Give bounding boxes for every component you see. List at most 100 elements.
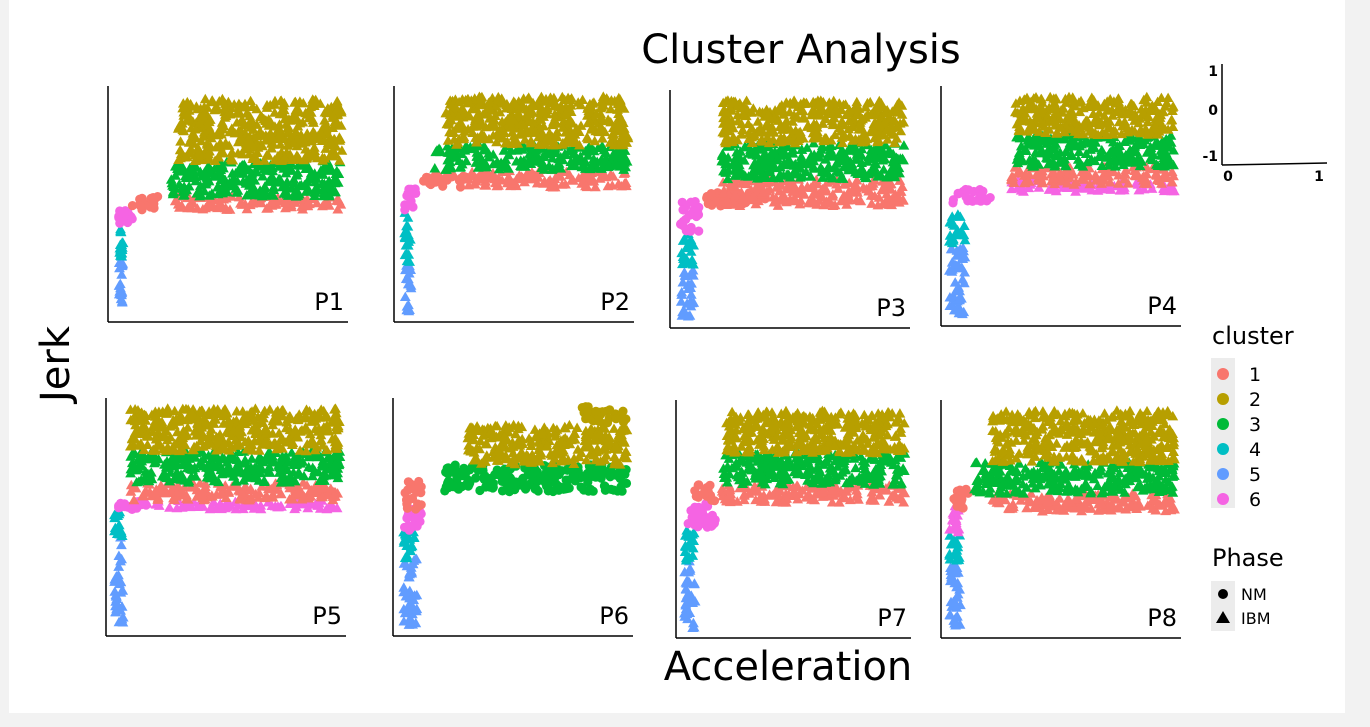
point-triangle (167, 188, 179, 199)
point-triangle (273, 467, 285, 477)
point-triangle (183, 458, 195, 468)
point-triangle (401, 220, 412, 231)
point-triangle (218, 418, 229, 428)
point-triangle (1048, 166, 1059, 177)
point-triangle (744, 148, 755, 158)
point-triangle (281, 417, 293, 427)
point-triangle (325, 137, 337, 147)
point-triangle (307, 438, 319, 449)
point-triangle (245, 483, 257, 493)
point-triangle (301, 176, 313, 186)
point-triangle (403, 236, 414, 246)
point-triangle (757, 169, 769, 179)
panel-p6: P6 (392, 398, 633, 637)
point-triangle (515, 160, 526, 170)
point-triangle (595, 123, 606, 134)
point-triangle (576, 161, 588, 172)
point-triangle (229, 127, 241, 138)
point-triangle (892, 192, 904, 202)
point-triangle (1107, 110, 1119, 120)
point-triangle (115, 555, 126, 566)
point-triangle (525, 142, 537, 153)
point-triangle (197, 203, 209, 214)
point-triangle (117, 258, 129, 268)
point-circle (120, 502, 130, 512)
point-triangle (251, 119, 263, 129)
point-triangle (854, 119, 866, 129)
point-triangle (560, 127, 571, 137)
point-triangle (287, 494, 298, 504)
point-triangle (812, 100, 824, 110)
point-triangle (796, 154, 807, 164)
point-circle (707, 200, 717, 210)
point-circle (400, 522, 410, 532)
point-triangle (250, 471, 262, 481)
point-triangle (509, 97, 521, 108)
point-triangle (288, 138, 300, 148)
point-triangle (1048, 140, 1060, 150)
point-triangle (807, 96, 819, 107)
point-triangle (1087, 101, 1099, 111)
point-triangle (592, 163, 604, 173)
point-circle (605, 472, 615, 482)
point-triangle (399, 227, 410, 238)
point-triangle (823, 162, 835, 173)
point-triangle (253, 487, 265, 498)
point-triangle (307, 114, 319, 125)
point-triangle (153, 407, 165, 417)
point-triangle (851, 109, 862, 120)
point-triangle (330, 149, 342, 159)
point-triangle (596, 142, 608, 153)
point-triangle (843, 161, 855, 171)
point-triangle (1120, 169, 1131, 179)
point-triangle (137, 449, 149, 459)
point-triangle (1103, 166, 1115, 176)
point-triangle (600, 171, 612, 182)
point-triangle (252, 424, 264, 434)
point-triangle (787, 186, 798, 196)
point-triangle (1032, 169, 1043, 180)
point-triangle (1084, 178, 1096, 189)
point-triangle (475, 152, 487, 162)
point-circle (977, 190, 987, 200)
point-triangle (440, 107, 452, 117)
point-triangle (792, 135, 804, 145)
point-triangle (1093, 107, 1105, 117)
point-triangle (219, 438, 230, 448)
point-triangle (319, 480, 330, 490)
point-triangle (820, 113, 832, 123)
p2-cluster-2-points (440, 91, 634, 150)
point-triangle (839, 150, 851, 161)
point-triangle (1147, 154, 1158, 165)
point-triangle (480, 159, 492, 169)
point-triangle (1112, 105, 1124, 115)
point-triangle (589, 135, 601, 146)
point-triangle (214, 124, 225, 135)
p3-cluster-2-points (717, 95, 909, 148)
p1-cluster-1-points (127, 192, 163, 215)
point-triangle (537, 157, 548, 167)
point-triangle (526, 155, 538, 165)
point-triangle (575, 99, 587, 110)
point-triangle (549, 97, 561, 107)
point-triangle (551, 118, 563, 128)
point-triangle (169, 420, 180, 430)
point-triangle (453, 123, 464, 133)
point-triangle (1133, 117, 1145, 128)
point-triangle (306, 499, 318, 509)
point-triangle (1139, 174, 1150, 184)
point-triangle (1151, 170, 1163, 180)
point-triangle (472, 162, 484, 172)
point-triangle (289, 424, 301, 434)
point-triangle (267, 190, 279, 200)
point-triangle (688, 259, 699, 269)
point-triangle (1112, 147, 1124, 157)
point-triangle (262, 464, 274, 474)
point-triangle (235, 494, 247, 504)
point-triangle (309, 176, 321, 187)
panel-label: P4 (1147, 292, 1177, 320)
point-triangle (551, 147, 562, 158)
point-triangle (716, 156, 728, 166)
figure-area: Cluster Analysis Acceleration Jerk P1 P2 P… (9, 0, 1345, 713)
point-triangle (859, 170, 871, 181)
